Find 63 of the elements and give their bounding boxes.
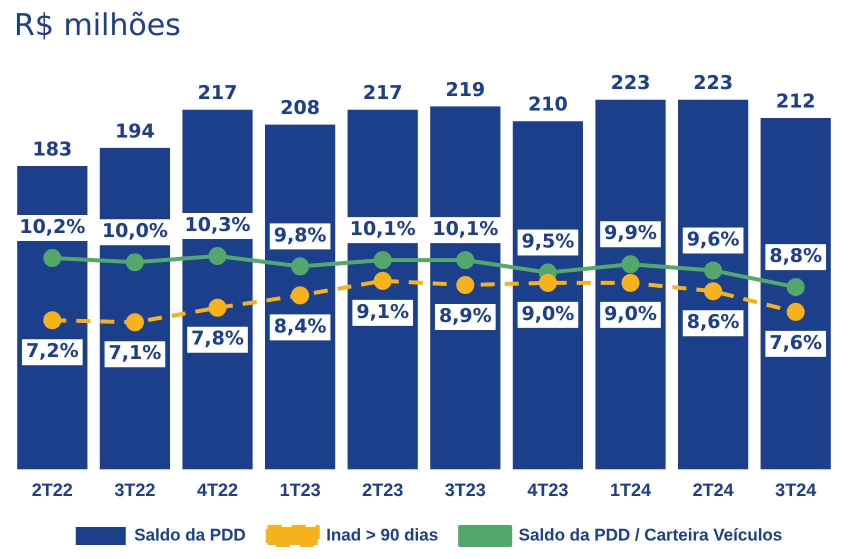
point bbox=[126, 253, 144, 272]
data-label: 8,8% bbox=[769, 245, 822, 267]
point bbox=[43, 249, 62, 268]
data-label: 8,4% bbox=[274, 315, 326, 338]
x-tick-label: 3T22 bbox=[114, 480, 156, 500]
data-label: 223 bbox=[693, 72, 733, 94]
data-label: 9,9% bbox=[604, 222, 657, 244]
data-label: 8,6% bbox=[686, 311, 740, 334]
data-label: 9,8% bbox=[274, 224, 326, 246]
x-tick-label: 1T23 bbox=[280, 480, 321, 500]
x-tick-label: 2T23 bbox=[362, 480, 404, 500]
point bbox=[456, 251, 474, 270]
data-label: 212 bbox=[776, 90, 816, 112]
x-tick-label: 3T23 bbox=[444, 480, 486, 500]
data-label: 9,0% bbox=[604, 302, 657, 325]
x-tick-label: 2T22 bbox=[32, 480, 73, 500]
data-label: 10,1% bbox=[432, 218, 498, 240]
data-label: 217 bbox=[198, 82, 238, 104]
legend-label: Inad > 90 dias bbox=[326, 526, 438, 545]
data-label: 7,2% bbox=[26, 340, 79, 362]
point bbox=[538, 274, 557, 292]
point bbox=[622, 255, 640, 274]
point bbox=[374, 251, 392, 270]
point bbox=[43, 311, 62, 330]
x-tick-label: 1T24 bbox=[610, 480, 652, 500]
point bbox=[208, 246, 226, 265]
data-label: 10,1% bbox=[350, 218, 416, 240]
legend-label: Saldo da PDD bbox=[134, 526, 246, 545]
point bbox=[291, 257, 310, 276]
data-label: 9,5% bbox=[522, 230, 574, 252]
x-tick-label: 3T24 bbox=[775, 480, 816, 500]
data-label: 9,0% bbox=[522, 302, 574, 325]
data-label: 223 bbox=[610, 72, 650, 94]
point bbox=[622, 274, 640, 292]
data-label: 9,6% bbox=[686, 228, 740, 250]
data-label: 7,6% bbox=[769, 332, 822, 354]
data-label: 7,1% bbox=[108, 342, 162, 364]
point bbox=[704, 261, 722, 280]
data-label: 217 bbox=[362, 82, 403, 104]
point bbox=[374, 272, 392, 290]
point bbox=[786, 278, 805, 296]
x-tick-label: 4T23 bbox=[527, 480, 568, 500]
data-label: 210 bbox=[528, 94, 568, 116]
data-label: 10,3% bbox=[184, 214, 250, 236]
point bbox=[208, 298, 226, 317]
data-label: 10,0% bbox=[102, 220, 168, 242]
point bbox=[704, 282, 722, 300]
data-label: 10,2% bbox=[19, 216, 86, 238]
data-label: 208 bbox=[280, 97, 320, 120]
data-label: 8,9% bbox=[438, 304, 492, 327]
data-label: 9,1% bbox=[356, 300, 410, 323]
point bbox=[291, 286, 310, 304]
x-tick-label: 2T24 bbox=[692, 480, 734, 500]
data-label: 194 bbox=[115, 120, 155, 142]
data-label: 219 bbox=[445, 78, 486, 101]
point bbox=[786, 302, 805, 321]
chart-title: R$ milhões bbox=[14, 8, 181, 43]
point bbox=[456, 276, 474, 294]
legend-label: Saldo da PDD / Carteira Veículos bbox=[518, 526, 782, 545]
point bbox=[126, 313, 144, 332]
data-label: 7,8% bbox=[191, 328, 244, 350]
x-tick-label: 4T22 bbox=[196, 480, 238, 500]
data-label: 183 bbox=[32, 138, 72, 160]
